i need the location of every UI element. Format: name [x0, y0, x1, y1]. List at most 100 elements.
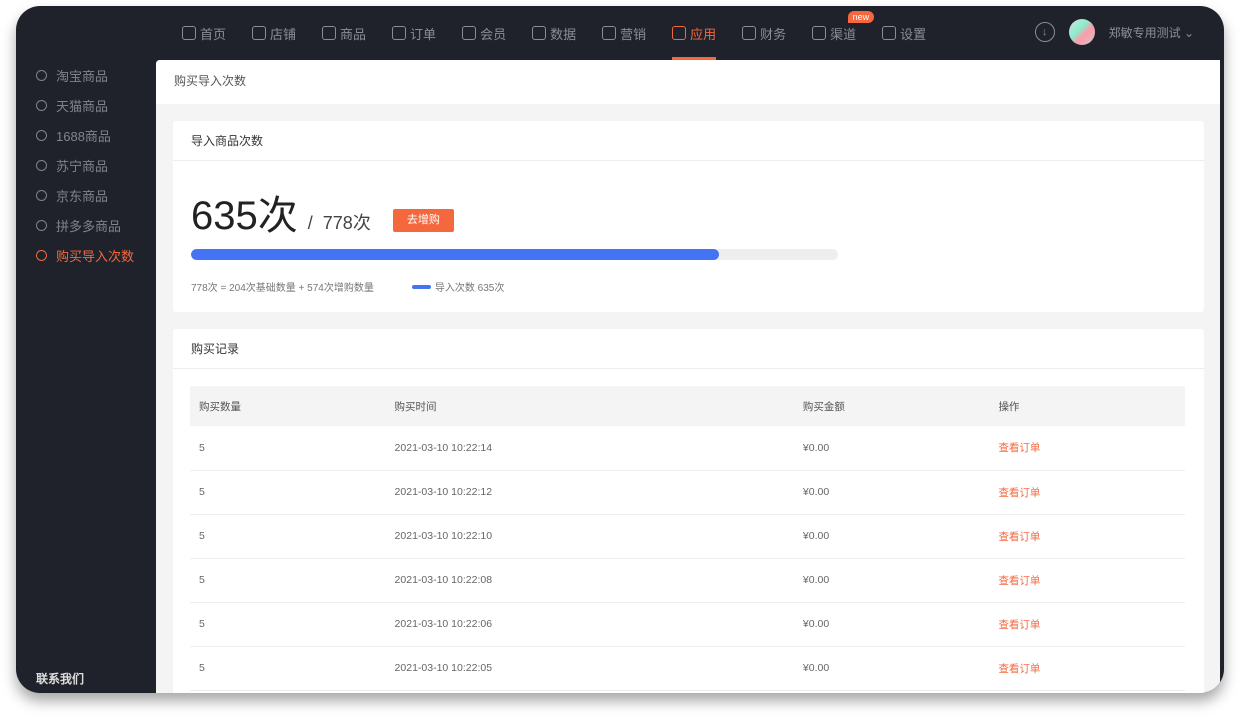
sidebar-icon	[36, 189, 47, 201]
sidebar-label: 拼多多商品	[56, 218, 122, 234]
records-table: 购买数量 购买时间 购买金额 操作 5 2021-03-10 10:22:14 ¥0.00…	[190, 386, 1185, 693]
nav-item-1[interactable]: 店铺	[252, 6, 296, 60]
nav-item-10[interactable]: 设置	[882, 6, 926, 60]
table-cell: 5	[190, 558, 386, 603]
nav-label: 数据	[550, 26, 577, 42]
table-cell: 5	[190, 426, 386, 471]
home-icon	[182, 26, 196, 40]
user-menu[interactable]: 郑敏专用测试 ⌄	[1109, 24, 1194, 41]
table-cell: 2021-03-10 10:22:05	[385, 646, 794, 691]
sidebar-label: 淘宝商品	[56, 68, 109, 84]
card-title: 导入商品次数	[173, 121, 1204, 161]
table-cell: 2021-03-10 10:22:12	[385, 470, 794, 515]
table-cell: ¥0.00	[793, 690, 990, 693]
card-title: 购买记录	[173, 329, 1204, 369]
sidebar-label: 天猫商品	[56, 98, 109, 114]
sidebar-icon	[36, 159, 47, 171]
table-row: 5 2021-03-10 10:22:10 ¥0.00 查看订单	[190, 514, 1185, 559]
table-row: 5 2021-03-10 10:22:05 ¥0.00 查看订单	[190, 646, 1185, 691]
sidebar-item-4[interactable]: 京东商品	[16, 180, 156, 210]
avatar[interactable]	[1068, 19, 1095, 45]
main-content: 购买导入次数 导入商品次数 635次 / 778次 去增购 778次 = 204…	[156, 60, 1220, 693]
app-window: 首页 店铺 商品 订单 会员 数据 营销 应用 财务 渠道 new 设置 ↓ 郑敏专用测试 ⌄ 淘宝商…	[16, 6, 1224, 693]
table-row: 5 2021-03-10 10:22:08 ¥0.00 查看订单	[190, 558, 1185, 603]
table-cell: ¥0.00	[793, 646, 990, 691]
nav-label: 应用	[690, 26, 717, 42]
goods-icon	[322, 26, 337, 40]
chevron-down-icon: ⌄	[1183, 25, 1194, 40]
sidebar: 淘宝商品天猫商品 1688商品 苏宁商品京东商品拼多多商品购买导入次数 联系我们	[16, 60, 156, 693]
top-nav: 首页 店铺 商品 订单 会员 数据 营销 应用 财务 渠道 new 设置 ↓ 郑敏专用测试 ⌄	[16, 6, 1224, 60]
finance-icon	[742, 26, 757, 40]
nav-item-9[interactable]: 渠道 new	[812, 6, 875, 60]
sidebar-item-3[interactable]: 苏宁商品	[16, 150, 156, 180]
sidebar-item-5[interactable]: 拼多多商品	[16, 210, 156, 240]
table-cell: ¥0.00	[793, 602, 990, 647]
breadcrumb: 购买导入次数	[156, 60, 1220, 104]
view-order-link[interactable]: 查看订单	[998, 442, 1041, 455]
nav-label: 营销	[620, 26, 647, 42]
nav-item-0[interactable]: 首页	[182, 6, 226, 60]
view-order-link[interactable]: 查看订单	[998, 618, 1041, 631]
view-order-link[interactable]: 查看订单	[998, 574, 1041, 587]
sidebar-item-1[interactable]: 天猫商品	[16, 90, 156, 120]
separator: /	[307, 213, 313, 233]
view-order-link[interactable]: 查看订单	[998, 530, 1041, 543]
nav-label: 首页	[200, 26, 227, 42]
tag-icon	[602, 26, 617, 40]
app-icon	[672, 26, 687, 40]
table-cell: 2021-03-10 10:22:10	[385, 514, 794, 559]
sidebar-item-2[interactable]: 1688商品	[16, 120, 156, 150]
nav-item-4[interactable]: 会员	[462, 6, 506, 60]
column-header: 购买时间	[385, 386, 794, 426]
sidebar-item-6[interactable]: 购买导入次数	[16, 240, 156, 270]
table-cell: 5	[190, 602, 386, 647]
table-cell: ¥0.00	[793, 470, 990, 515]
sidebar-label: 京东商品	[56, 188, 109, 204]
sidebar-icon	[36, 99, 47, 111]
nav-item-3[interactable]: 订单	[392, 6, 436, 60]
column-header: 购买金额	[793, 386, 990, 426]
order-icon	[392, 26, 407, 40]
table-row: 5 2021-03-10 10:22:12 ¥0.00 查看订单	[190, 470, 1185, 515]
nav-label: 渠道	[830, 26, 857, 42]
nav-label: 店铺	[270, 26, 297, 42]
table-cell: 2021-03-10 10:22:03	[385, 690, 794, 693]
table-row: 5 2021-03-10 10:22:14 ¥0.00 查看订单	[190, 426, 1185, 471]
legend-swatch	[411, 284, 431, 289]
import-count-card: 导入商品次数 635次 / 778次 去增购 778次 = 204次基础数量 +…	[173, 121, 1204, 312]
table-cell: ¥0.00	[793, 514, 990, 559]
nav-label: 设置	[900, 26, 927, 42]
buy-more-button[interactable]: 去增购	[392, 209, 454, 232]
new-badge: new	[847, 11, 875, 23]
download-icon[interactable]: ↓	[1034, 22, 1055, 42]
sidebar-label: 1688商品	[56, 128, 111, 144]
nav-label: 会员	[480, 26, 507, 42]
view-order-link[interactable]: 查看订单	[998, 486, 1041, 499]
nav-item-5[interactable]: 数据	[532, 6, 576, 60]
table-cell: ¥0.00	[793, 558, 990, 603]
sidebar-item-0[interactable]: 淘宝商品	[16, 60, 156, 90]
user-icon	[462, 26, 477, 40]
table-cell: 2021-03-10 10:22:06	[385, 602, 794, 647]
channel-icon	[812, 26, 827, 40]
sidebar-icon	[36, 219, 47, 231]
table-cell: 5	[190, 690, 386, 693]
nav-item-6[interactable]: 营销	[602, 6, 646, 60]
usage-progress-bar	[191, 249, 838, 260]
table-row: 5 2021-03-10 10:22:06 ¥0.00 查看订单	[190, 602, 1185, 647]
table-cell: 2021-03-10 10:22:08	[385, 558, 794, 603]
sidebar-label: 购买导入次数	[56, 248, 135, 264]
nav-item-8[interactable]: 财务	[742, 6, 786, 60]
nav-label: 订单	[410, 26, 437, 42]
view-order-link[interactable]: 查看订单	[998, 662, 1041, 675]
nav-item-7[interactable]: 应用	[672, 6, 717, 60]
contact-us-link[interactable]: 联系我们	[36, 672, 85, 686]
nav-item-2[interactable]: 商品	[322, 6, 366, 60]
user-name: 郑敏专用测试	[1108, 25, 1181, 40]
sidebar-label: 苏宁商品	[56, 158, 109, 174]
formula-text: 778次 = 204次基础数量 + 574次增购数量	[191, 283, 374, 294]
chart-icon	[532, 26, 547, 40]
table-cell: 2021-03-10 10:22:14	[385, 426, 794, 471]
